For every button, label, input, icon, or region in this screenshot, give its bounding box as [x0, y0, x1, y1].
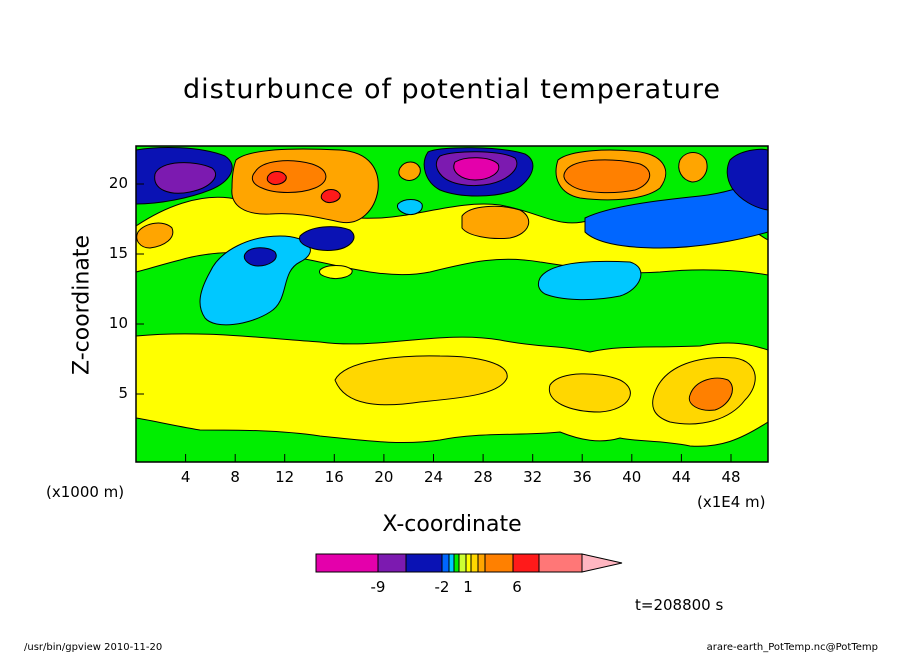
blob-deeporange-right-top — [563, 159, 650, 194]
blob-orange-right-low — [548, 373, 631, 413]
colorbar-segment — [441, 553, 450, 573]
colorbar-segment — [377, 553, 407, 573]
blob-orange-top-max — [251, 160, 327, 193]
blob-orange-small-a — [398, 161, 421, 181]
colorbar-arrow — [581, 553, 623, 573]
colorbar-segment — [448, 553, 455, 573]
y-tick-label: 15 — [108, 244, 128, 262]
blob-blue-right — [584, 175, 768, 249]
colorbar-label: 6 — [512, 578, 522, 596]
blob-cyan-left — [199, 235, 311, 326]
x-axis-label: X-coordinate — [382, 512, 522, 537]
blob-cyan-small-a — [397, 199, 423, 215]
x-tick-label: 48 — [721, 468, 741, 486]
colorbar-segment — [453, 553, 460, 573]
blob-cyan-right — [537, 260, 642, 301]
x-tick-label: 24 — [423, 468, 444, 486]
y-tick-label: 5 — [118, 384, 128, 402]
colorbar — [315, 553, 623, 573]
plot-frame — [135, 145, 769, 463]
x-tick-label: 44 — [671, 468, 691, 486]
blob-orange-mid-top — [461, 205, 530, 239]
x-tick-label: 28 — [473, 468, 493, 486]
time-label: t=208800 s — [635, 596, 724, 614]
y-axis-label: Z-coordinate — [69, 235, 95, 375]
blob-orange-upper-left — [136, 222, 174, 249]
footer-command: /usr/bin/gpview 2010-11-20 — [24, 642, 163, 653]
blob-red-top-b — [320, 189, 341, 203]
blob-orange-right-max — [688, 377, 733, 411]
blob-navy-small-right — [243, 247, 277, 267]
y-units-label: (x1000 m) — [46, 483, 125, 501]
x-tick-label: 16 — [324, 468, 344, 486]
blob-yellow-small-a — [319, 265, 353, 279]
colorbar-segment — [405, 553, 443, 573]
x-tick-label: 20 — [374, 468, 394, 486]
axis-ticks — [136, 183, 732, 462]
y-tick-label: 10 — [108, 314, 128, 332]
colorbar-segment — [512, 553, 540, 573]
blob-purple-left — [154, 162, 217, 194]
chart-title: disturbunce of potential temperature — [183, 74, 721, 105]
colorbar-segment — [538, 553, 583, 573]
colorbar-label: -9 — [370, 578, 386, 596]
colorbar-segment — [477, 553, 486, 573]
blob-magenta-mid — [453, 157, 500, 181]
x-units-label: (x1E4 m) — [697, 493, 766, 511]
colorbar-segment — [484, 553, 514, 573]
blob-navy-far-right — [726, 148, 768, 211]
colorbar-label: -2 — [434, 578, 450, 596]
colorbar-segment — [470, 553, 479, 573]
colorbar-segment — [458, 553, 467, 573]
y-tick-label: 20 — [108, 174, 128, 192]
colorbar-segment — [465, 553, 472, 573]
footer-source: arare-earth_PotTemp.nc@PotTemp — [706, 642, 878, 653]
contour-field — [136, 146, 768, 462]
x-tick-label: 36 — [572, 468, 592, 486]
blob-red-top-a — [266, 171, 287, 185]
blob-orange-middle — [334, 355, 508, 406]
x-tick-label: 4 — [180, 468, 191, 486]
blob-navy-small-left — [299, 226, 355, 251]
x-tick-label: 8 — [230, 468, 240, 486]
colorbar-label: 1 — [463, 578, 473, 596]
blob-orange-far-right — [678, 152, 708, 183]
x-tick-label: 32 — [523, 468, 543, 486]
x-tick-label: 12 — [275, 468, 295, 486]
colorbar-segment — [315, 553, 379, 573]
x-tick-label: 40 — [622, 468, 642, 486]
